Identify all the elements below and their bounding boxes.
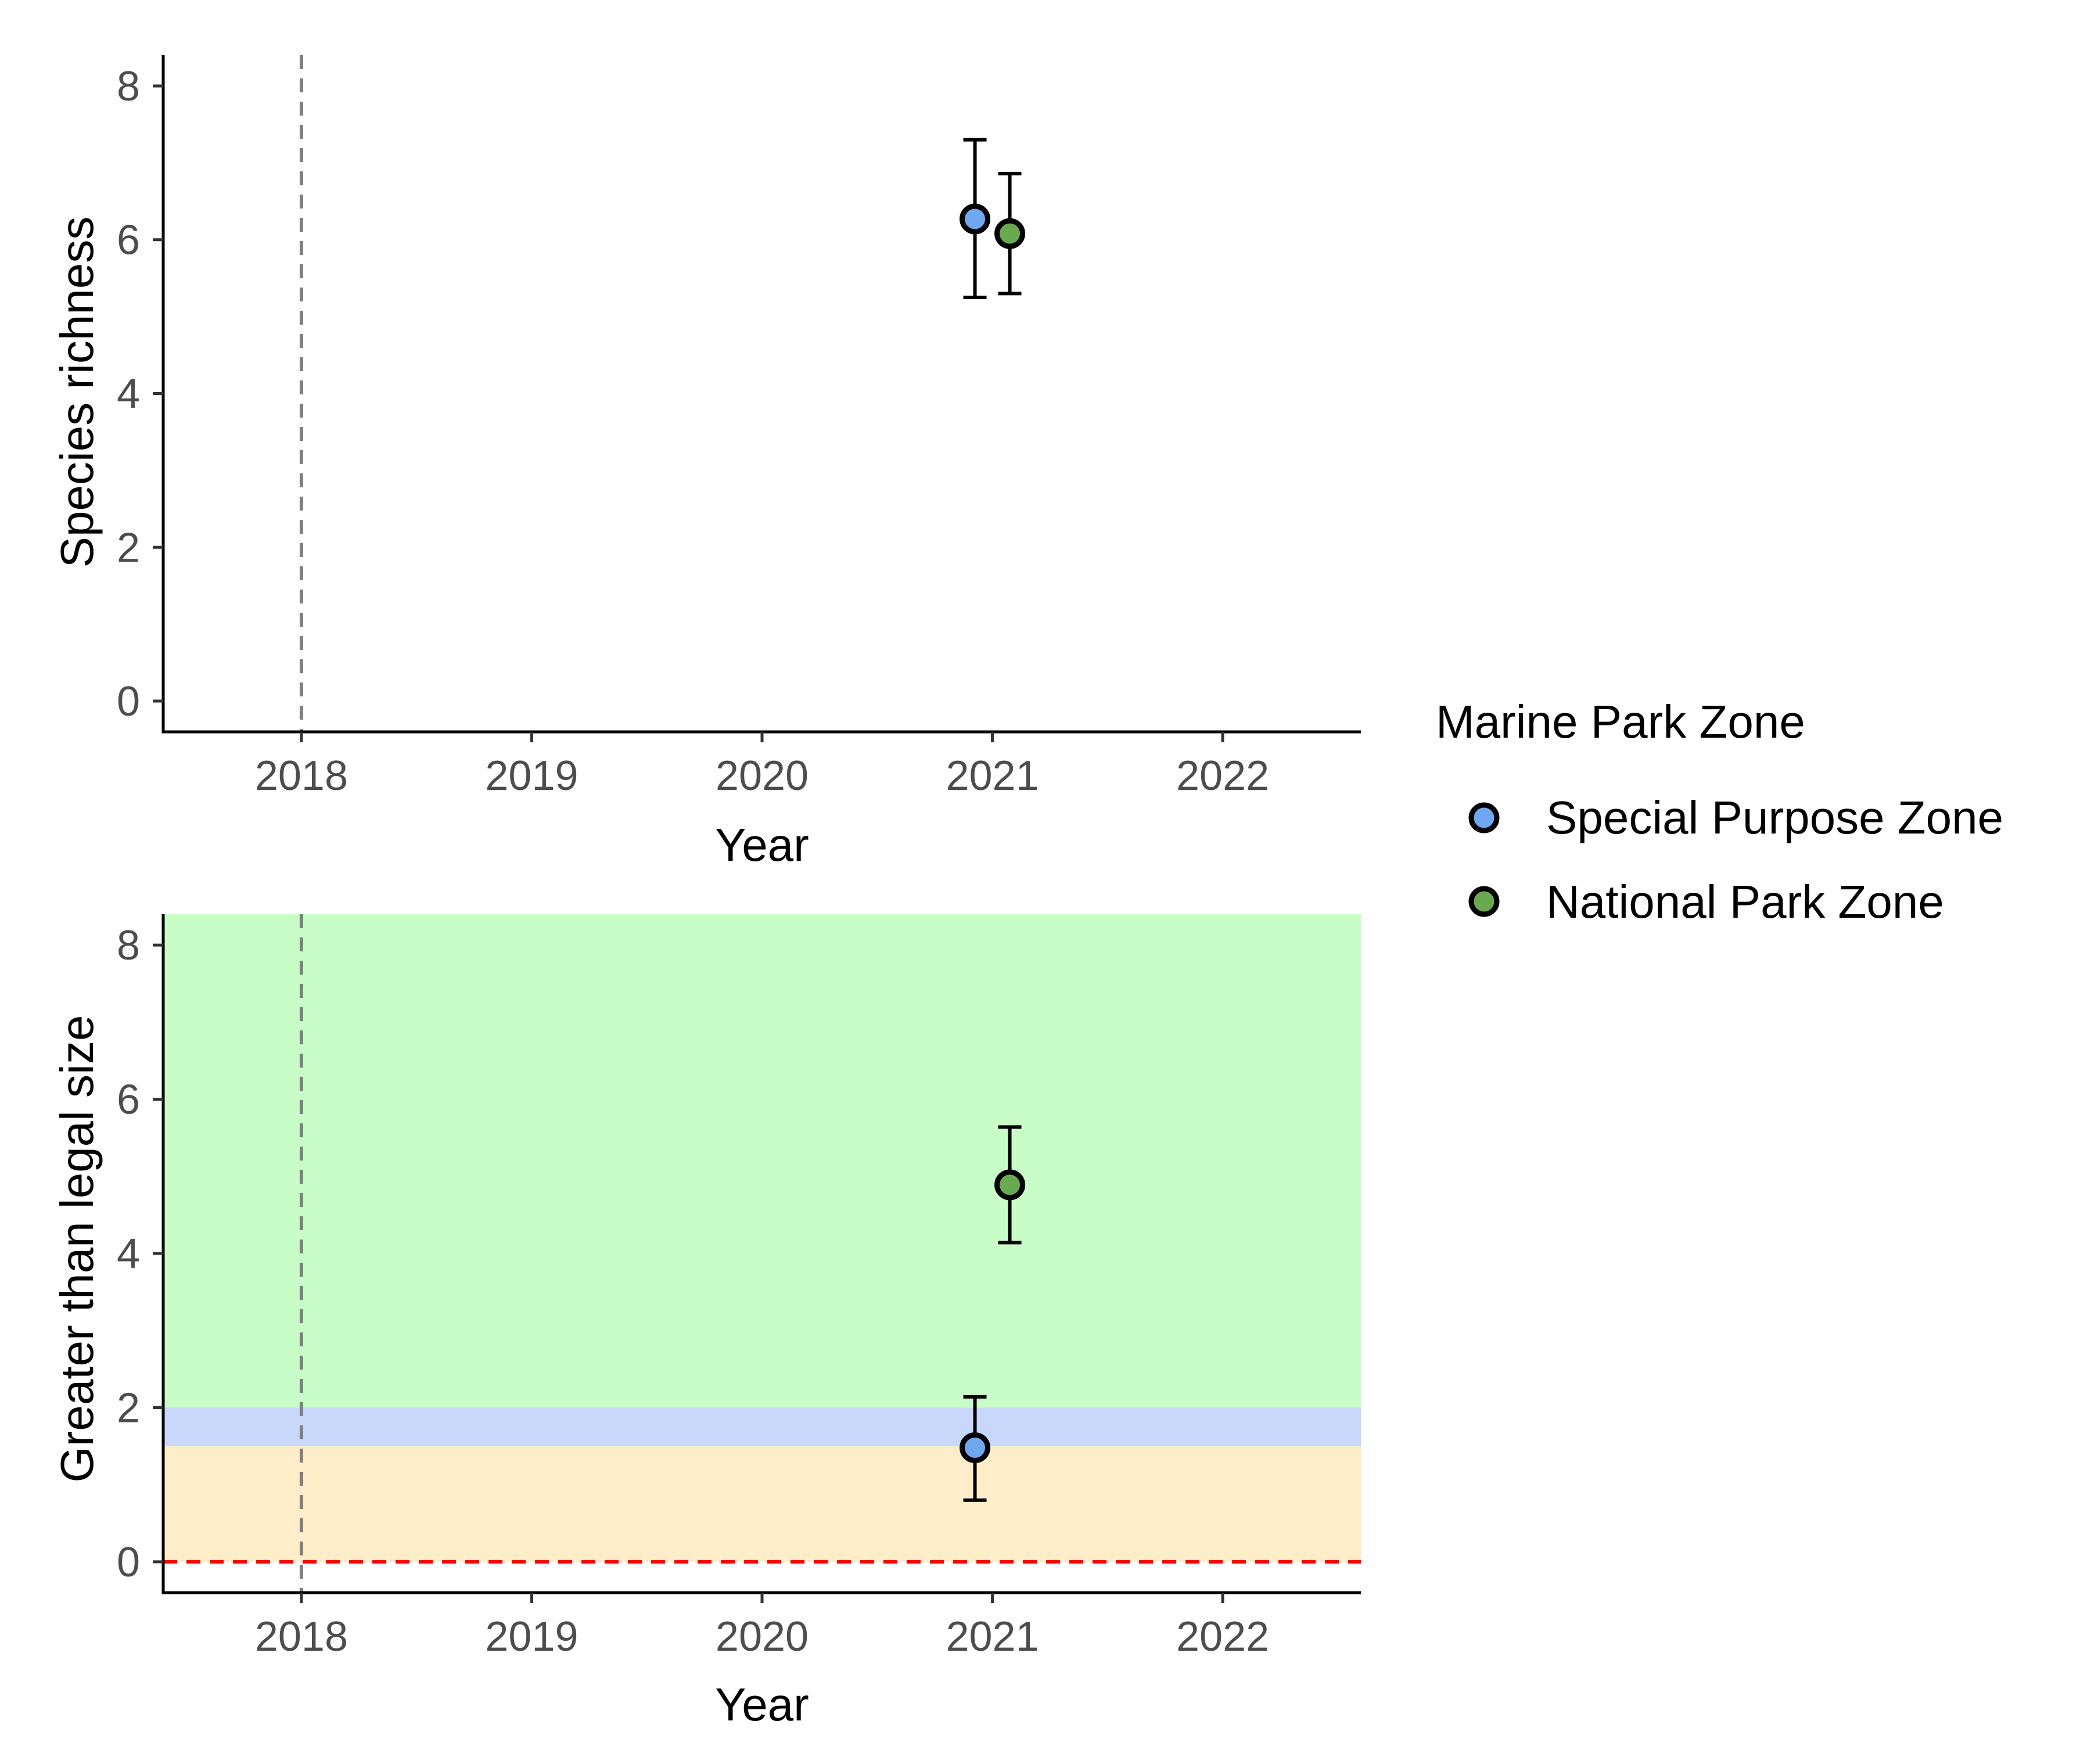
legend-title: Marine Park Zone — [1436, 696, 1805, 748]
y-tick-label-4: 4 — [117, 371, 140, 418]
x-tick-label-2019: 2019 — [485, 753, 578, 799]
y-tick-label-0: 0 — [117, 678, 140, 725]
y-axis-title: Species richness — [51, 217, 103, 568]
data-point-national-park-zone-2021 — [994, 1169, 1026, 1201]
species-richness-panel: 0 2 4 6 8 2018 2019 2020 2021 2022 Year Species ric… — [51, 55, 1361, 871]
legal-size-panel: 0 2 4 6 8 2018 2019 2020 2021 2022 Year Greater tha… — [51, 914, 1361, 1730]
data-point-special-purpose-zone-2021 — [960, 203, 991, 235]
x-tick-label-2020: 2020 — [716, 1614, 809, 1660]
x-tick-label-2022: 2022 — [1176, 753, 1269, 799]
x-tick-label-2018: 2018 — [255, 753, 348, 799]
data-point-national-park-zone-2021 — [994, 218, 1026, 249]
y-tick-label-6: 6 — [117, 217, 140, 264]
background-band-2 — [163, 914, 1361, 1408]
x-tick-label-2022: 2022 — [1176, 1614, 1269, 1660]
x-axis-title: Year — [715, 819, 809, 871]
legend-label-special-purpose-zone: Special Purpose Zone — [1546, 792, 2003, 843]
y-tick-label-6: 6 — [117, 1077, 140, 1123]
x-tick-label-2021: 2021 — [946, 753, 1039, 799]
x-axis-title: Year — [715, 1679, 809, 1730]
legend: Marine Park Zone Special Purpose Zone Na… — [1436, 696, 2003, 928]
background-band-0 — [163, 1446, 1361, 1562]
y-tick-label-0: 0 — [117, 1539, 140, 1586]
x-tick-label-2021: 2021 — [946, 1614, 1039, 1660]
y-tick-label-4: 4 — [117, 1231, 140, 1277]
y-tick-label-2: 2 — [117, 1385, 140, 1431]
x-tick-label-2018: 2018 — [255, 1614, 348, 1660]
y-tick-label-2: 2 — [117, 524, 140, 571]
y-tick-label-8: 8 — [117, 63, 140, 110]
legend-key-special-purpose-zone — [1468, 802, 1500, 834]
x-tick-label-2020: 2020 — [716, 753, 809, 799]
y-axis-title: Greater than legal size — [51, 1015, 103, 1483]
background-band-1 — [163, 1407, 1361, 1446]
legend-label-national-park-zone: National Park Zone — [1546, 876, 1944, 928]
x-tick-label-2019: 2019 — [485, 1614, 578, 1660]
data-point-special-purpose-zone-2021 — [960, 1432, 991, 1463]
y-tick-label-8: 8 — [117, 922, 140, 969]
legend-key-national-park-zone — [1468, 886, 1500, 917]
